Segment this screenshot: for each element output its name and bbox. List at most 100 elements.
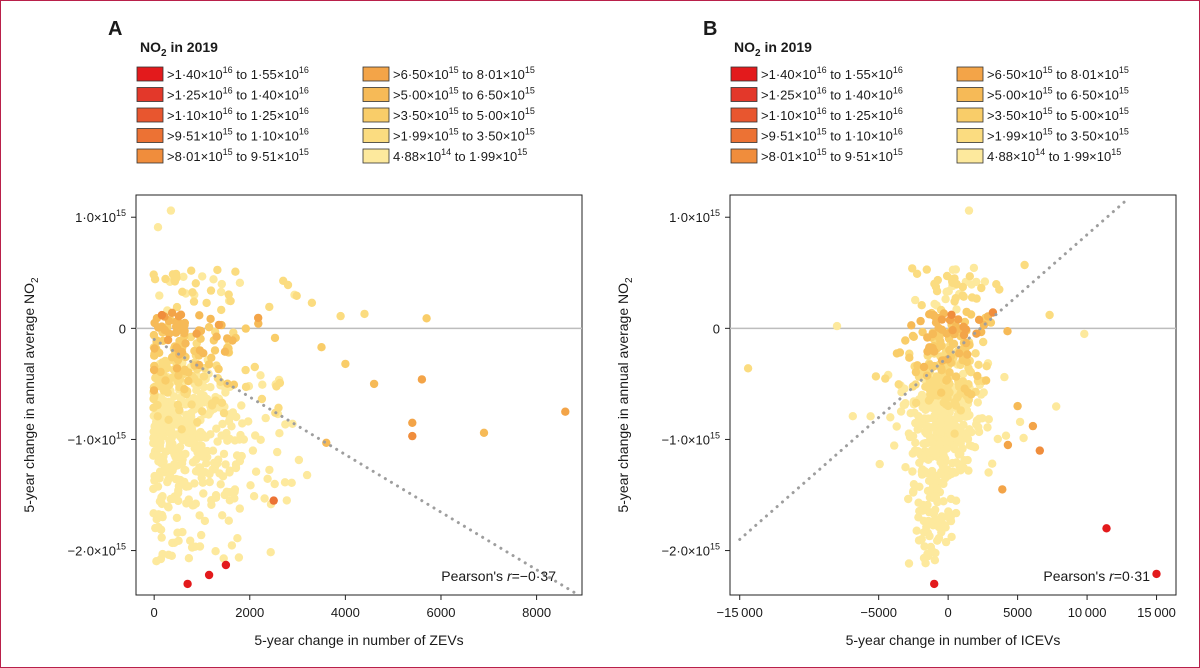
data-point bbox=[172, 513, 182, 523]
legend-label-text: to 1·10×10 bbox=[233, 129, 299, 144]
data-point bbox=[206, 286, 216, 295]
data-point bbox=[944, 417, 953, 426]
y-tick-mantissa: −1·0×10 bbox=[662, 432, 710, 447]
data-point bbox=[921, 439, 930, 448]
y-tick-label: 0 bbox=[713, 321, 720, 336]
data-point bbox=[906, 409, 915, 418]
legend-label-text: 4·88×10 bbox=[987, 149, 1035, 164]
data-point bbox=[150, 351, 159, 360]
data-point bbox=[256, 371, 265, 380]
legend-label-exp: 16 bbox=[299, 65, 309, 75]
data-point bbox=[923, 333, 932, 342]
legend-swatch bbox=[136, 107, 164, 123]
data-point bbox=[167, 308, 177, 317]
data-point bbox=[895, 348, 905, 357]
legend-label-text: >5·00×10 bbox=[987, 88, 1043, 103]
data-point bbox=[913, 425, 922, 434]
data-point bbox=[210, 346, 220, 355]
data-point bbox=[177, 459, 187, 468]
data-point bbox=[186, 426, 195, 435]
data-point bbox=[901, 336, 910, 345]
data-point bbox=[961, 325, 971, 334]
data-point bbox=[250, 362, 259, 372]
legend-label-exp: 15 bbox=[525, 86, 535, 96]
data-point bbox=[161, 274, 170, 284]
data-point bbox=[970, 443, 980, 452]
legend-title-rest: in 2019 bbox=[167, 39, 219, 55]
data-point bbox=[261, 413, 270, 423]
data-point bbox=[207, 496, 216, 505]
data-point bbox=[971, 349, 980, 358]
data-point bbox=[913, 447, 923, 456]
data-point bbox=[223, 436, 232, 445]
data-point bbox=[951, 372, 961, 381]
data-point bbox=[916, 316, 925, 326]
data-point bbox=[161, 356, 170, 366]
data-point bbox=[956, 406, 965, 415]
data-point bbox=[952, 305, 961, 314]
data-point bbox=[184, 554, 194, 563]
data-point bbox=[945, 368, 954, 377]
data-point bbox=[149, 451, 158, 460]
legend-label-text: to 1·25×10 bbox=[233, 108, 299, 123]
data-point bbox=[848, 412, 857, 421]
y-axis-label-sub: 2 bbox=[624, 277, 635, 283]
data-point bbox=[179, 272, 188, 281]
data-point bbox=[244, 417, 253, 426]
data-point bbox=[197, 530, 206, 540]
data-point bbox=[942, 376, 951, 385]
legend-label-text: 4·88×10 bbox=[393, 149, 441, 164]
data-point bbox=[288, 419, 297, 428]
legend-label-text: >1·10×10 bbox=[761, 108, 817, 123]
data-point bbox=[166, 445, 175, 455]
y-tick-mantissa: −1·0×10 bbox=[68, 432, 116, 447]
legend-label-exp: 15 bbox=[1119, 86, 1129, 96]
data-point bbox=[1080, 329, 1089, 339]
data-point bbox=[930, 361, 939, 371]
data-point bbox=[191, 467, 201, 476]
data-point bbox=[974, 315, 984, 324]
data-point bbox=[1102, 524, 1111, 533]
data-point bbox=[954, 315, 963, 324]
data-point bbox=[227, 541, 237, 550]
legend-label-exp: 16 bbox=[893, 106, 903, 116]
data-point bbox=[161, 376, 170, 385]
data-point bbox=[922, 265, 931, 274]
data-point bbox=[189, 297, 199, 306]
data-point bbox=[1152, 569, 1161, 579]
y-tick-label: −2·0×1015 bbox=[662, 542, 720, 559]
data-point bbox=[908, 264, 917, 273]
legend-label-text: >5·00×10 bbox=[393, 88, 449, 103]
legend-label: >5·00×1015 to 6·50×1015 bbox=[393, 86, 535, 103]
data-point bbox=[217, 305, 226, 315]
panel-b-letter: B bbox=[703, 18, 717, 40]
data-point bbox=[947, 310, 956, 319]
data-point bbox=[928, 438, 937, 447]
legend-label-text: >1·40×10 bbox=[167, 67, 223, 82]
legend-label-exp: 15 bbox=[525, 106, 535, 116]
data-point bbox=[937, 364, 946, 373]
legend-label-text: to 1·40×10 bbox=[827, 88, 893, 103]
legend-label-exp: 15 bbox=[525, 127, 535, 137]
data-point bbox=[918, 327, 927, 337]
data-point bbox=[194, 360, 204, 370]
legend-label-text: >8·01×10 bbox=[761, 149, 817, 164]
legend-label-text: to 8·01×10 bbox=[459, 67, 525, 82]
data-point bbox=[909, 488, 918, 497]
data-point bbox=[911, 367, 921, 377]
data-point bbox=[182, 418, 192, 427]
data-point bbox=[212, 424, 221, 433]
data-point bbox=[189, 393, 198, 403]
data-point bbox=[150, 344, 159, 353]
legend-label-exp: 15 bbox=[299, 147, 309, 157]
legend-label-text: to 1·55×10 bbox=[827, 67, 893, 82]
y-tick-label: −1·0×1015 bbox=[68, 430, 126, 447]
data-point bbox=[221, 560, 231, 570]
legend-label: >8·01×1015 to 9·51×1015 bbox=[167, 147, 309, 164]
plot-a: 0 2000 4000 6000 80001·0×10150−1·0×1015−2·0×… bbox=[21, 206, 582, 648]
data-point bbox=[908, 331, 918, 341]
data-point bbox=[988, 459, 997, 468]
data-point bbox=[220, 490, 229, 500]
data-point bbox=[904, 429, 914, 438]
data-point bbox=[198, 478, 207, 487]
